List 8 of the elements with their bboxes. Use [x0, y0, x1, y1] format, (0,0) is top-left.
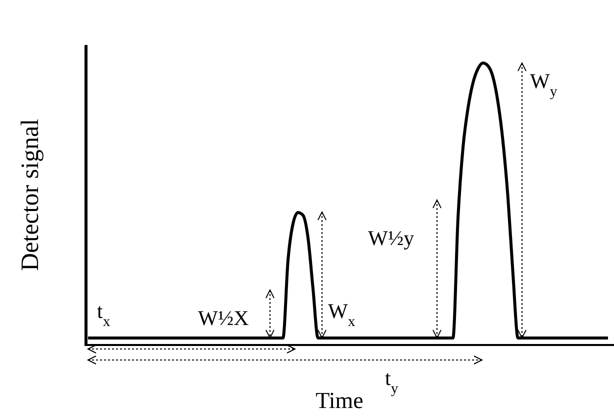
- y-axis-title: Detector signal: [17, 118, 44, 272]
- text: t$_{y}$: [385, 366, 399, 397]
- annotation: W$_{x}$: [328, 299, 356, 330]
- annotation: W½y: [368, 226, 415, 250]
- annotation: W$_{y}$: [530, 69, 558, 100]
- annotation: W½X: [198, 306, 249, 330]
- x-axis-title: Time: [316, 388, 364, 413]
- annotation: t$_{x}$: [97, 299, 111, 330]
